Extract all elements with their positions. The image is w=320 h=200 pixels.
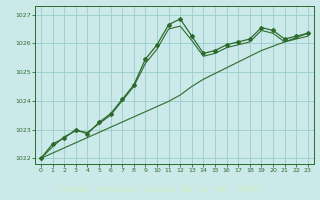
Text: Graphe pression niveau de la mer (hPa): Graphe pression niveau de la mer (hPa) — [58, 185, 262, 194]
